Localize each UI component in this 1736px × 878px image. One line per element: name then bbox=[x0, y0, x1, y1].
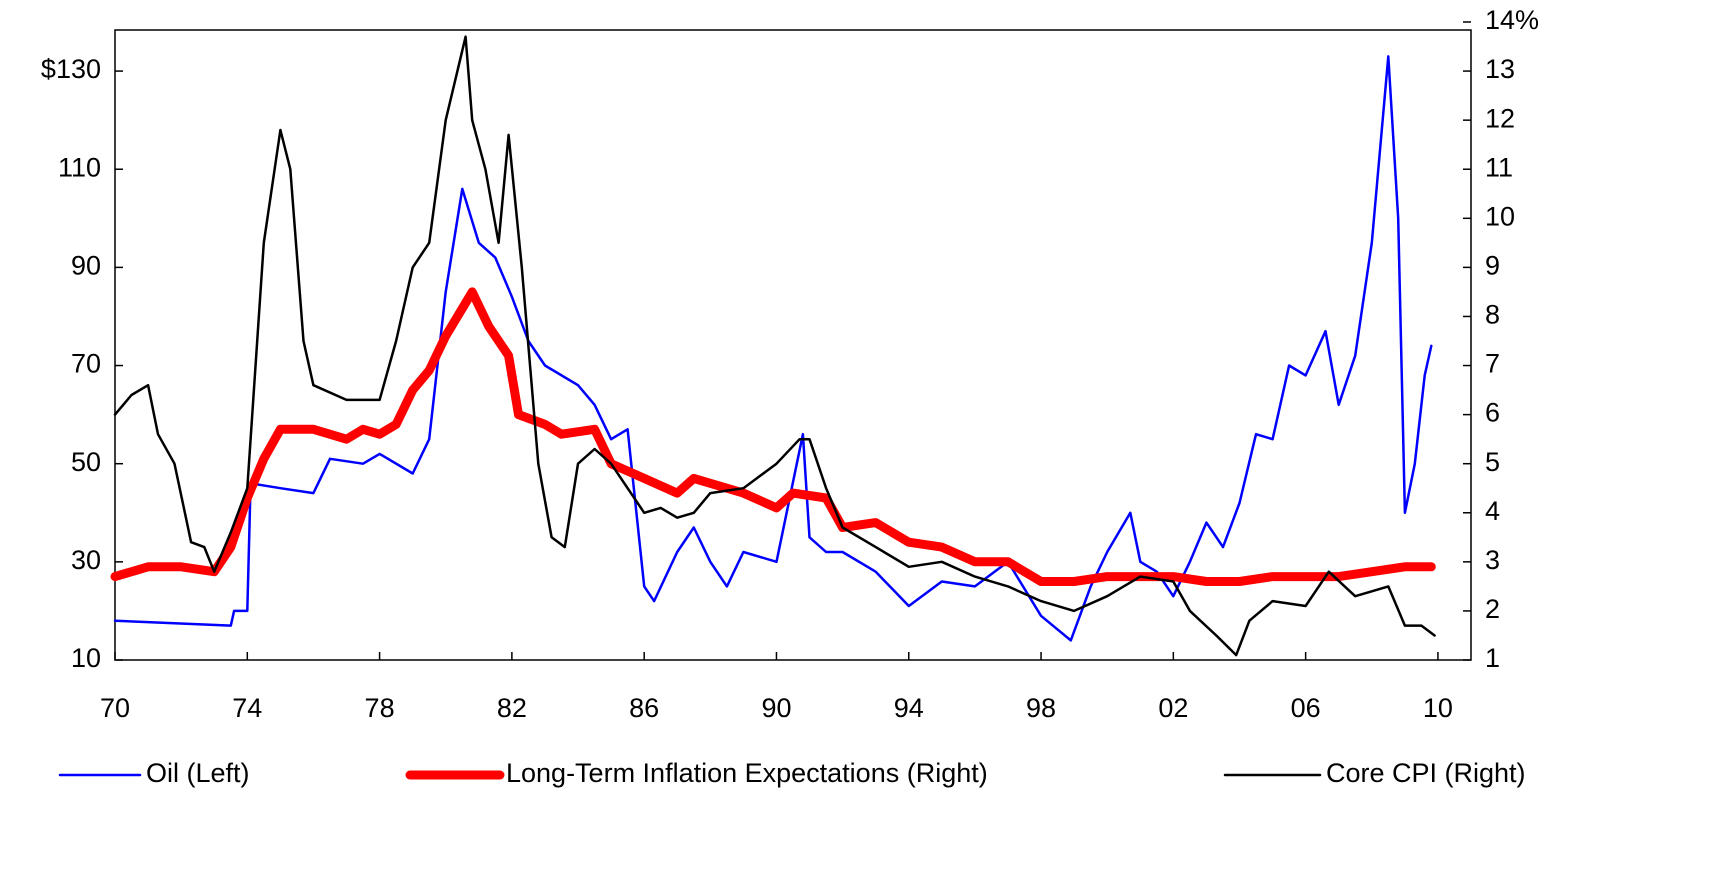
y2-tick-label: 11 bbox=[1485, 152, 1513, 182]
y2-tick-label: 3 bbox=[1485, 545, 1500, 575]
legend-label: Core CPI (Right) bbox=[1326, 758, 1526, 788]
y2-tick-label: 10 bbox=[1485, 201, 1515, 231]
y-tick-label: 90 bbox=[71, 251, 101, 281]
plot-frame bbox=[114, 29, 1472, 661]
y-tick-label: 10 bbox=[71, 643, 101, 673]
y-tick-label: 50 bbox=[71, 447, 101, 477]
y2-tick-label: 7 bbox=[1485, 349, 1500, 379]
y2-tick-label: 12 bbox=[1485, 103, 1515, 133]
y2-tick-label: 8 bbox=[1485, 300, 1500, 330]
data-line bbox=[113, 55, 1433, 642]
y2-tick-label: 4 bbox=[1485, 496, 1500, 526]
x-tick-label: 98 bbox=[1026, 693, 1056, 723]
x-tick-label: 86 bbox=[629, 693, 659, 723]
x-tick-label: 70 bbox=[100, 693, 130, 723]
y2-tick-label: 13 bbox=[1485, 54, 1515, 84]
x-tick-label: 10 bbox=[1423, 693, 1453, 723]
data-line bbox=[110, 287, 1436, 586]
x-tick-label: 94 bbox=[894, 693, 924, 723]
y-tick-label: 110 bbox=[58, 152, 101, 182]
y2-tick-label: 2 bbox=[1485, 594, 1500, 624]
y2-tick-label: 9 bbox=[1485, 251, 1500, 281]
y2-tick-label: 6 bbox=[1485, 398, 1500, 428]
y-tick-label: 30 bbox=[71, 545, 101, 575]
x-tick-label: 82 bbox=[497, 693, 527, 723]
x-tick-label: 90 bbox=[761, 693, 791, 723]
legend-label: Long-Term Inflation Expectations (Right) bbox=[506, 758, 988, 788]
x-tick-label: 06 bbox=[1291, 693, 1321, 723]
data-line bbox=[113, 35, 1436, 657]
x-tick-label: 02 bbox=[1158, 693, 1188, 723]
y2-tick-label: 14% bbox=[1485, 5, 1539, 35]
y-tick-label: 70 bbox=[71, 349, 101, 379]
y2-tick-label: 5 bbox=[1485, 447, 1500, 477]
y-tick-label: $130 bbox=[41, 54, 101, 84]
y2-tick-label: 1 bbox=[1485, 643, 1500, 673]
x-tick-label: 78 bbox=[365, 693, 395, 723]
x-tick-label: 74 bbox=[232, 693, 262, 723]
legend-label: Oil (Left) bbox=[146, 758, 250, 788]
